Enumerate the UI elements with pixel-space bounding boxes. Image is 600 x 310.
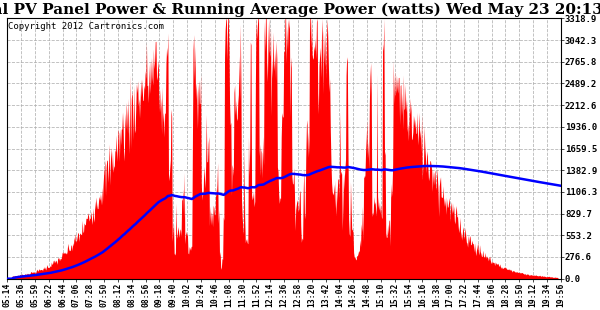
- Text: Copyright 2012 Cartronics.com: Copyright 2012 Cartronics.com: [8, 22, 164, 31]
- Title: Total PV Panel Power & Running Average Power (watts) Wed May 23 20:13: Total PV Panel Power & Running Average P…: [0, 3, 600, 17]
